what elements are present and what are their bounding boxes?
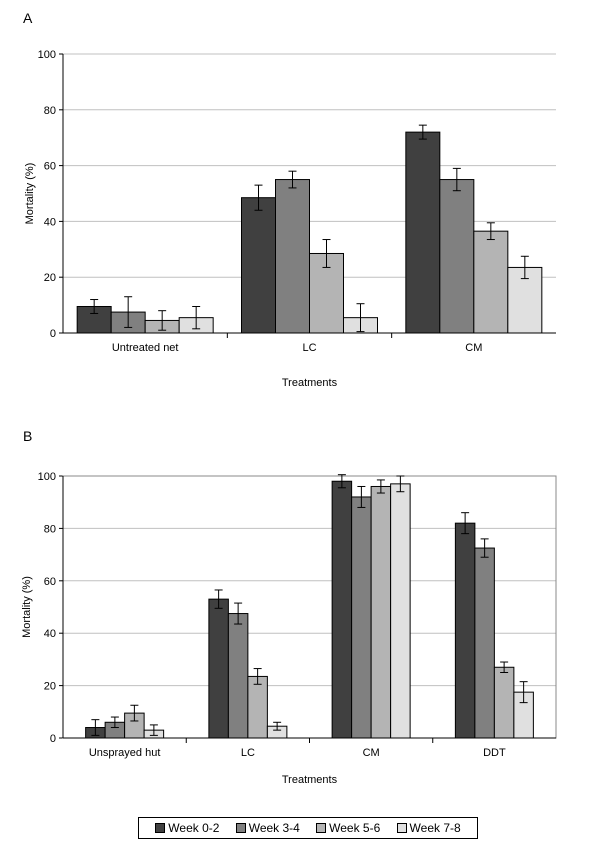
legend-swatch-week-0-2 xyxy=(155,823,166,833)
legend: Week 0-2 Week 3-4 Week 5-6 Week 7-8 xyxy=(138,817,478,839)
bar-cm-week-7-8 xyxy=(390,483,411,739)
y-tick-label: 40 xyxy=(44,216,56,228)
bar-lc-week-5-6 xyxy=(247,675,268,739)
y-tick-label: 80 xyxy=(44,105,56,117)
bar-ddt-week-5-6 xyxy=(493,666,515,739)
legend-label: Week 0-2 xyxy=(168,821,220,835)
y-tick-label: 60 xyxy=(44,576,56,588)
bar-cm-week-0-2 xyxy=(405,131,441,334)
y-tick-label: 80 xyxy=(44,523,56,535)
y-tick-label: 100 xyxy=(38,49,56,61)
legend-item: Week 7-8 xyxy=(396,821,461,835)
legend-label: Week 7-8 xyxy=(409,821,461,835)
legend-swatch-week-3-4 xyxy=(235,823,246,833)
y-tick-label: 20 xyxy=(44,681,56,693)
legend-item: Week 3-4 xyxy=(235,821,300,835)
y-tick-label: 0 xyxy=(50,733,56,745)
legend-label: Week 5-6 xyxy=(329,821,381,835)
legend-label: Week 3-4 xyxy=(248,821,300,835)
x-tick-label: Unsprayed hut xyxy=(89,747,161,759)
bar-lc-week-0-2 xyxy=(208,598,229,739)
legend-swatch-week-7-8 xyxy=(396,823,407,833)
x-axis-title: Treatments xyxy=(282,377,338,389)
chart-panel-b: 0 20 40 60 80 100 Unsprayed hut LC CM DDT Treatmen… xyxy=(21,471,557,786)
bar-cm-week-5-6 xyxy=(473,230,509,334)
y-tick-label: 100 xyxy=(38,471,56,483)
bar-lc-week-3-4 xyxy=(275,179,310,334)
panel-a-letter: A xyxy=(23,10,33,26)
x-tick-label: CM xyxy=(363,747,380,759)
x-axis-title: Treatments xyxy=(282,774,338,786)
legend-swatch-week-5-6 xyxy=(316,823,327,833)
panel-b-letter: B xyxy=(23,428,32,444)
bar-cm-week-0-2 xyxy=(331,480,353,739)
legend-item: Week 0-2 xyxy=(155,821,219,835)
x-tick-label: DDT xyxy=(483,747,506,759)
x-tick-label: LC xyxy=(302,342,316,354)
x-tick-label: LC xyxy=(241,747,255,759)
x-tick-label: CM xyxy=(465,342,482,354)
y-axis-title: Mortality (%) xyxy=(21,576,33,638)
y-tick-label: 0 xyxy=(50,328,56,340)
chart-panel-a: 0 20 40 60 80 100 Untreated net LC CM Treatments M… xyxy=(24,49,556,389)
y-tick-label: 20 xyxy=(44,272,56,284)
legend-item: Week 5-6 xyxy=(316,821,380,835)
bar-ddt-week-0-2 xyxy=(454,522,476,739)
bar-cm-week-5-6 xyxy=(370,485,392,739)
bar-lc-week-3-4 xyxy=(227,613,249,739)
bar-cm-week-3-4 xyxy=(439,179,475,334)
bar-cm-week-3-4 xyxy=(351,496,372,739)
y-axis-title: Mortality (%) xyxy=(24,163,36,225)
y-tick-label: 60 xyxy=(44,161,56,173)
y-tick-label: 40 xyxy=(44,628,56,640)
x-tick-label: Untreated net xyxy=(112,342,179,354)
bar-ddt-week-3-4 xyxy=(474,547,495,739)
bar-lc-week-0-2 xyxy=(241,197,276,334)
